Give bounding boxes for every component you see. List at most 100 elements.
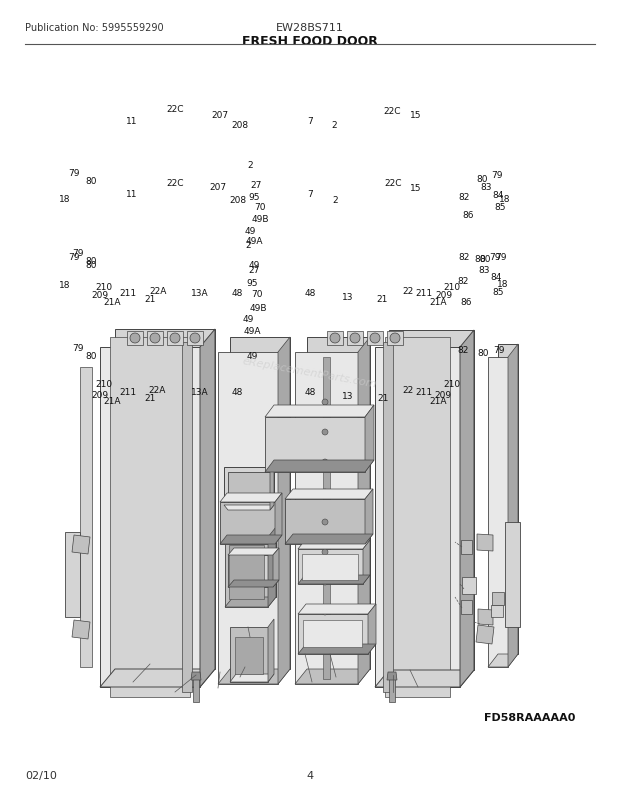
Text: 18: 18 — [497, 280, 509, 289]
Polygon shape — [477, 534, 493, 551]
Text: 15: 15 — [410, 111, 422, 119]
Polygon shape — [227, 517, 266, 537]
Polygon shape — [323, 358, 330, 679]
Polygon shape — [295, 353, 358, 684]
Circle shape — [390, 334, 400, 343]
Circle shape — [322, 610, 328, 615]
Text: 95: 95 — [246, 278, 258, 287]
Text: 208: 208 — [231, 121, 249, 131]
Polygon shape — [387, 672, 397, 680]
Circle shape — [370, 334, 380, 343]
Text: 79: 79 — [73, 249, 84, 258]
Polygon shape — [307, 338, 370, 669]
Text: 84: 84 — [490, 273, 502, 282]
Text: 22: 22 — [402, 287, 414, 296]
Text: 2: 2 — [331, 121, 337, 131]
Text: 02/10: 02/10 — [25, 770, 57, 780]
Polygon shape — [298, 604, 376, 614]
Text: 70: 70 — [254, 203, 266, 213]
Polygon shape — [278, 338, 290, 684]
Text: 21: 21 — [144, 295, 156, 304]
Circle shape — [322, 429, 328, 435]
Text: 86: 86 — [463, 211, 474, 221]
Text: 85: 85 — [494, 202, 506, 211]
Polygon shape — [127, 331, 143, 346]
Text: FD58RAAAAA0: FD58RAAAAA0 — [484, 712, 576, 722]
Text: 21: 21 — [376, 295, 388, 304]
Text: 80: 80 — [476, 174, 488, 184]
Text: 13: 13 — [342, 391, 354, 400]
Text: eReplacementParts.com: eReplacementParts.com — [242, 356, 378, 389]
Text: 83: 83 — [478, 266, 490, 275]
Text: 11: 11 — [126, 190, 138, 199]
Polygon shape — [147, 331, 163, 346]
Polygon shape — [363, 541, 370, 585]
Text: 79: 79 — [73, 343, 84, 352]
Circle shape — [322, 399, 328, 406]
Circle shape — [190, 334, 200, 343]
Text: 82: 82 — [458, 346, 469, 354]
Text: 7: 7 — [307, 116, 313, 125]
Polygon shape — [365, 406, 374, 472]
Polygon shape — [327, 331, 343, 346]
Text: 210: 210 — [443, 282, 461, 291]
Polygon shape — [100, 347, 200, 687]
Text: 207: 207 — [211, 111, 229, 119]
Text: 22C: 22C — [166, 178, 184, 188]
Polygon shape — [358, 338, 370, 684]
Polygon shape — [298, 614, 368, 654]
Polygon shape — [228, 549, 279, 555]
Text: 18: 18 — [499, 194, 511, 203]
Polygon shape — [498, 345, 518, 654]
Text: 22C: 22C — [383, 107, 401, 115]
Polygon shape — [200, 330, 215, 687]
Polygon shape — [302, 554, 358, 581]
Polygon shape — [233, 528, 276, 597]
Text: 48: 48 — [231, 387, 242, 397]
Text: 207: 207 — [210, 183, 226, 192]
Circle shape — [350, 334, 360, 343]
Text: 4: 4 — [306, 770, 314, 780]
Text: 79: 79 — [491, 170, 503, 180]
Polygon shape — [115, 330, 215, 669]
Polygon shape — [228, 555, 273, 587]
Polygon shape — [298, 644, 376, 654]
Text: 48: 48 — [304, 290, 316, 298]
Polygon shape — [225, 597, 276, 607]
Text: 82: 82 — [458, 276, 469, 286]
Polygon shape — [298, 541, 370, 549]
Text: 2: 2 — [332, 196, 338, 205]
Text: 48: 48 — [304, 387, 316, 397]
Text: 21: 21 — [144, 394, 156, 403]
Polygon shape — [65, 533, 80, 618]
Polygon shape — [265, 406, 374, 418]
Text: 79: 79 — [494, 346, 505, 354]
Polygon shape — [228, 472, 270, 510]
Text: 86: 86 — [460, 298, 472, 307]
Polygon shape — [385, 338, 450, 697]
Text: 21A: 21A — [429, 298, 447, 307]
Polygon shape — [218, 669, 290, 684]
Polygon shape — [224, 468, 274, 505]
Circle shape — [322, 489, 328, 496]
Text: 49: 49 — [244, 226, 255, 235]
Polygon shape — [268, 528, 276, 607]
Text: FRESH FOOD DOOR: FRESH FOOD DOOR — [242, 35, 378, 48]
Circle shape — [322, 520, 328, 525]
Polygon shape — [492, 592, 504, 606]
Polygon shape — [235, 638, 263, 674]
Polygon shape — [193, 677, 199, 702]
Polygon shape — [191, 672, 201, 680]
Text: 210: 210 — [95, 282, 113, 291]
Polygon shape — [268, 619, 274, 683]
Polygon shape — [505, 522, 520, 627]
Polygon shape — [298, 575, 370, 585]
Polygon shape — [461, 541, 472, 554]
Text: 79: 79 — [489, 253, 501, 261]
Text: 21: 21 — [378, 394, 389, 403]
Polygon shape — [220, 535, 282, 545]
Text: 18: 18 — [60, 194, 71, 203]
Polygon shape — [230, 338, 290, 669]
Polygon shape — [80, 367, 92, 667]
Polygon shape — [387, 331, 403, 346]
